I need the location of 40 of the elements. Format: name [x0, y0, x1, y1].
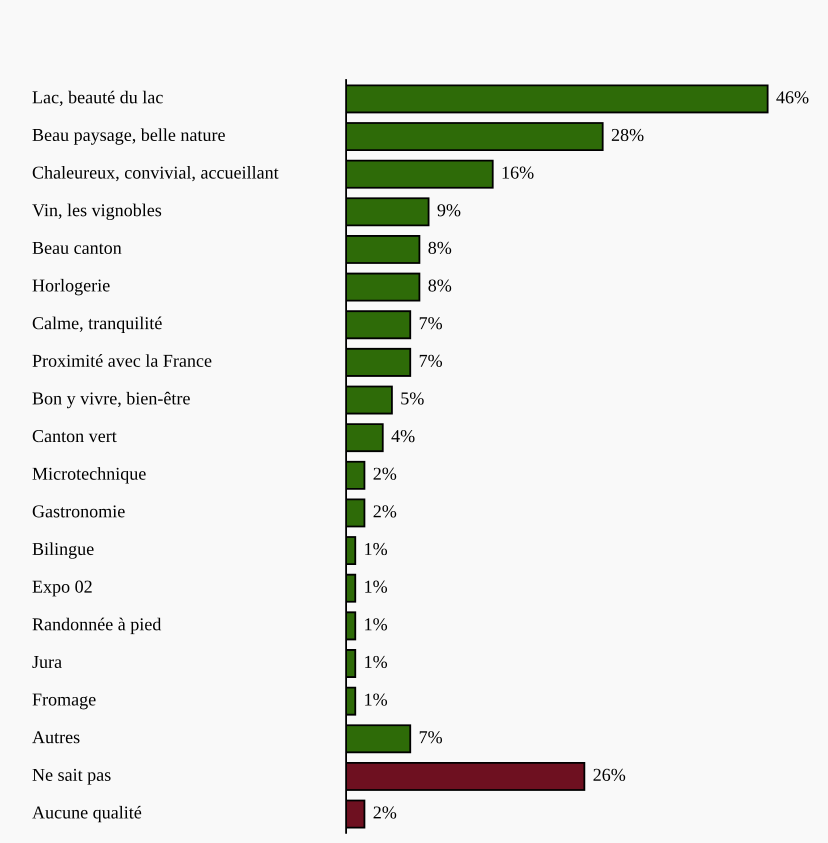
y-tick-label: Vin, les vignobles [32, 204, 162, 220]
data-label: 8% [428, 242, 452, 254]
data-label: 46% [776, 91, 808, 104]
y-tick-label: Beau paysage, belle nature [32, 128, 225, 145]
y-tick-label: Expo 02 [32, 580, 92, 596]
data-label: 1% [365, 656, 388, 668]
data-label: 28% [612, 128, 644, 142]
data-label: 9% [437, 204, 460, 216]
data-label: 7% [420, 354, 442, 367]
y-tick-label: Calme, tranquilité [32, 316, 162, 333]
y-tick-label: Lac, beauté du lac [32, 90, 163, 106]
data-label: 2% [374, 468, 396, 480]
y-tick-label: Microtechnique [32, 467, 146, 484]
y-tick-label: Beau canton [32, 242, 122, 254]
data-label: 1% [365, 580, 388, 593]
data-label: 8% [428, 279, 452, 292]
data-label: 1% [365, 693, 388, 706]
y-tick-label: Bilingue [32, 542, 94, 559]
y-tick-label: Horlogerie [32, 278, 110, 296]
y-tick-label: Jura [32, 656, 62, 668]
y-tick-label: Autres [32, 731, 80, 744]
y-tick-label: Fromage [32, 694, 96, 710]
data-label: 4% [391, 430, 415, 442]
y-tick-label: Canton vert [32, 430, 117, 442]
data-label: 7% [420, 731, 442, 744]
data-label: 1% [365, 542, 388, 556]
data-label: 2% [374, 505, 396, 518]
y-tick-label: Aucune qualité [32, 806, 142, 822]
y-tick-label: Gastronomie [32, 505, 125, 518]
y-tick-label: Proximité avec la France [32, 354, 212, 367]
data-label: 5% [401, 392, 424, 405]
data-label: 7% [420, 317, 442, 330]
y-tick-label: Ne sait pas [32, 768, 111, 785]
y-tick-label: Randonnée à pied [32, 618, 162, 634]
data-label: 1% [365, 618, 388, 630]
y-tick-label: Bon y vivre, bien-être [32, 392, 190, 408]
data-label: 16% [502, 166, 534, 179]
data-label: 26% [593, 768, 626, 782]
data-label: 2% [374, 806, 396, 819]
y-tick-label: Chaleureux, convivial, accueillant [32, 166, 279, 182]
